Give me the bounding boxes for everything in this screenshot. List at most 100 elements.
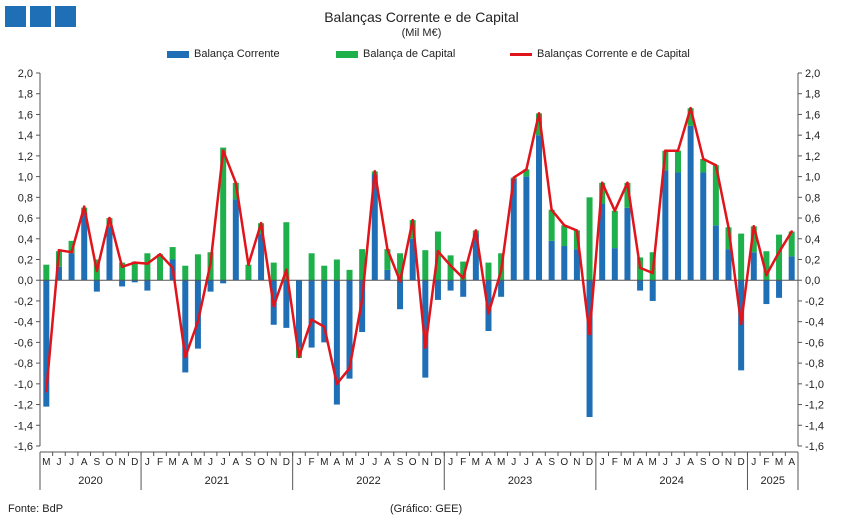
x-month-label: M (649, 457, 657, 468)
x-month-label: A (334, 457, 341, 468)
point-total (209, 262, 212, 265)
bar-current (182, 280, 188, 372)
bar-current (637, 280, 643, 290)
x-month-label: S (94, 457, 101, 468)
point-total (222, 149, 225, 152)
source-note: Fonte: BdP (8, 503, 63, 515)
x-month-label: J (675, 457, 680, 468)
point-total (588, 333, 591, 336)
bar-current (460, 280, 466, 297)
y-tick-label-right: 1,8 (805, 89, 820, 101)
point-total (790, 230, 793, 233)
y-tick-label-right: 0,8 (805, 192, 820, 204)
x-month-label: N (118, 457, 125, 468)
point-total (310, 318, 313, 321)
point-total (765, 274, 768, 277)
x-month-label: N (422, 457, 429, 468)
x-month-label: J (145, 457, 150, 468)
x-month-label: A (182, 457, 189, 468)
bar-current (688, 126, 694, 280)
y-tick-label-left: 0,2 (18, 255, 33, 267)
bar-capital (675, 151, 681, 173)
x-month-label: A (637, 457, 644, 468)
point-total (550, 208, 553, 211)
point-total (664, 149, 667, 152)
bar-current (498, 280, 504, 297)
point-total (752, 225, 755, 228)
bar-capital (422, 250, 428, 280)
bar-current (763, 280, 769, 304)
y-tick-label-left: 1,8 (18, 89, 33, 101)
y-tick-label-right: -0,4 (805, 317, 824, 329)
x-month-label: F (612, 457, 618, 468)
y-tick-label-right: 0,6 (805, 213, 820, 225)
bar-current (624, 208, 630, 281)
bar-capital (195, 254, 201, 280)
bar-current (751, 252, 757, 280)
bar-capital (170, 247, 176, 259)
point-total (146, 262, 149, 265)
point-total (235, 182, 238, 185)
point-total (715, 164, 718, 167)
point-total (512, 176, 515, 179)
x-month-label: D (283, 457, 290, 468)
x-month-label: M (168, 457, 176, 468)
y-tick-label-right: 1,6 (805, 109, 820, 121)
bar-current (789, 256, 795, 280)
x-year-label: 2024 (659, 475, 683, 487)
bar-capital (612, 211, 618, 248)
x-month-label: M (42, 457, 50, 468)
x-month-label: J (69, 457, 74, 468)
x-month-label: S (397, 457, 404, 468)
x-month-label: M (472, 457, 480, 468)
point-total (96, 270, 99, 273)
point-total (58, 249, 61, 252)
point-total (411, 219, 414, 222)
bar-capital (182, 266, 188, 281)
x-month-label: J (751, 457, 756, 468)
x-month-label: J (221, 457, 226, 468)
point-total (348, 367, 351, 370)
x-month-label: J (56, 457, 61, 468)
x-month-label: S (700, 457, 707, 468)
y-tick-label-left: 0,4 (18, 234, 33, 246)
point-total (323, 326, 326, 329)
point-total (247, 263, 250, 266)
x-month-label: A (788, 457, 795, 468)
x-month-label: M (775, 457, 783, 468)
bar-capital (43, 265, 49, 281)
point-total (336, 383, 339, 386)
bar-current (713, 225, 719, 280)
y-tick-label-right: -1,2 (805, 400, 824, 412)
x-month-label: M (320, 457, 328, 468)
x-month-label: J (524, 457, 529, 468)
point-total (639, 266, 642, 269)
x-month-label: A (81, 457, 88, 468)
bar-current (233, 199, 239, 280)
x-month-label: J (511, 457, 516, 468)
point-total (651, 272, 654, 275)
bar-current (144, 280, 150, 290)
x-year-label: 2021 (205, 475, 229, 487)
bar-current (106, 226, 112, 280)
point-total (740, 322, 743, 325)
bar-current (448, 280, 454, 290)
y-tick-label-left: -1,2 (14, 400, 33, 412)
bar-current (612, 248, 618, 280)
x-month-label: O (712, 457, 720, 468)
x-month-label: O (409, 457, 417, 468)
point-total (298, 356, 301, 359)
y-tick-label-left: -0,2 (14, 296, 33, 308)
x-month-label: D (586, 457, 593, 468)
x-month-label: J (360, 457, 365, 468)
x-month-label: J (372, 457, 377, 468)
bar-capital (334, 260, 340, 281)
x-month-label: J (600, 457, 605, 468)
y-tick-label-left: -1,6 (14, 441, 33, 453)
x-month-label: F (309, 457, 315, 468)
bar-current (119, 280, 125, 286)
point-total (424, 346, 427, 349)
point-total (487, 312, 490, 315)
point-total (677, 149, 680, 152)
